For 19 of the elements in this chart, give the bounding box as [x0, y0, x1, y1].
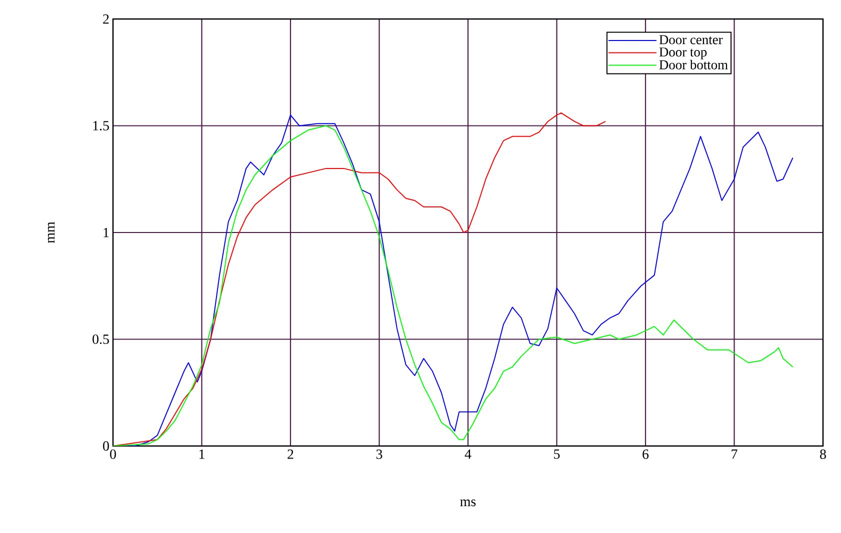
y-axis-title: mm [48, 222, 54, 244]
x-tick-label: 5 [554, 450, 560, 459]
x-tick-label: 0 [110, 450, 116, 459]
legend-label: Door top [659, 48, 707, 60]
y-tick-label: 1.5 [93, 121, 109, 130]
y-tick-label: 2 [103, 14, 109, 24]
x-tick-label: 3 [376, 450, 382, 459]
x-axis-title: ms [460, 500, 476, 506]
x-tick-label: 7 [732, 450, 738, 459]
x-tick-label: 4 [464, 450, 472, 459]
x-tick-label: 8 [820, 450, 826, 459]
x-tick-label: 2 [288, 450, 294, 459]
legend-label: Door bottom [659, 60, 728, 70]
y-tick-label: 0 [103, 441, 109, 451]
x-tick-label: 6 [642, 450, 649, 459]
legend-label: Door center [659, 35, 723, 44]
y-tick-label: 1 [104, 228, 109, 238]
x-tick-label: 1 [199, 450, 204, 459]
y-tick-label: 0.5 [92, 334, 109, 344]
